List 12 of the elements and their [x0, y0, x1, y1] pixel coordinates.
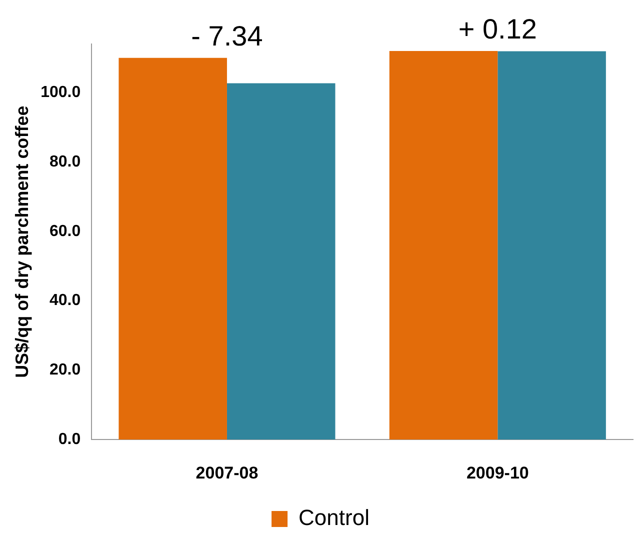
y-axis-title: US$/qq of dry parchment coffee [12, 106, 32, 378]
y-tick-label: 0.0 [58, 431, 81, 448]
y-tick-label: 60.0 [50, 222, 81, 240]
annotation: + 0.12 [458, 14, 537, 45]
annotation: - 7.34 [191, 20, 263, 52]
x-tick-label: 2007-08 [196, 463, 258, 482]
y-tick-label: 40.0 [50, 292, 81, 310]
x-tick-label: 2009-10 [466, 463, 529, 482]
y-tick-label: 100.0 [40, 84, 81, 101]
y-tick-label: 80.0 [50, 153, 81, 170]
legend-label: Control [298, 505, 370, 530]
y-tick-label: 20.0 [50, 362, 81, 379]
